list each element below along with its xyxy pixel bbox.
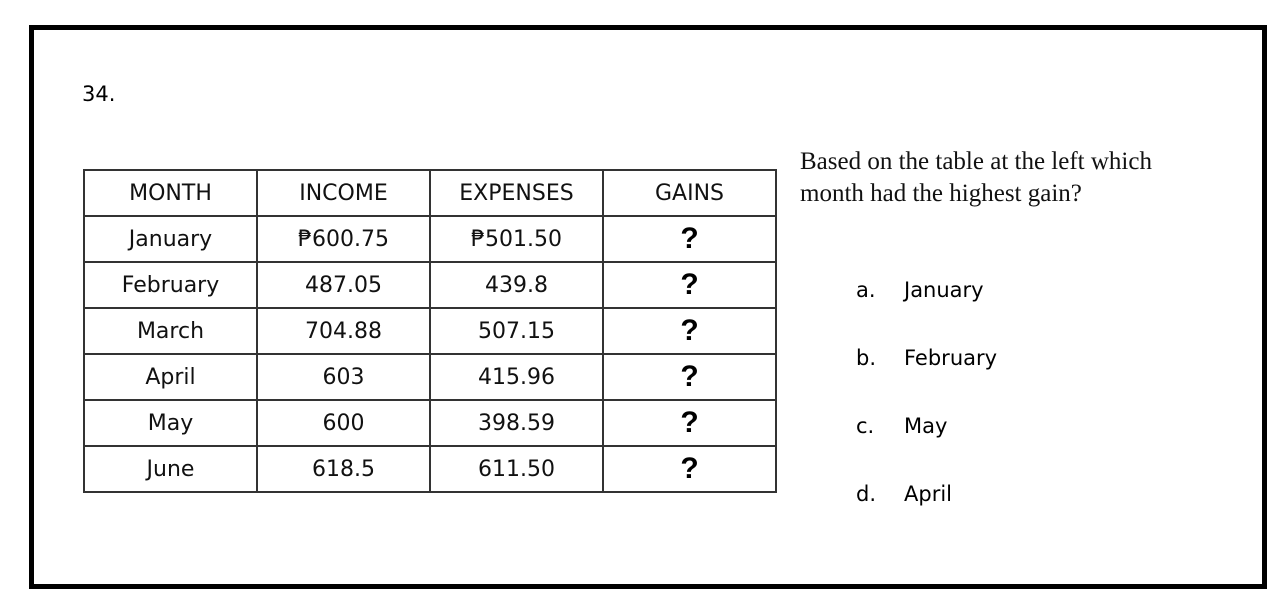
option-letter: b. [856, 346, 877, 370]
table-row: April 603 415.96 ? [83, 353, 777, 401]
cell-gains: ? [602, 353, 777, 401]
option-text: January [904, 278, 984, 302]
cell-month: May [83, 399, 258, 447]
table-row: February 487.05 439.8 ? [83, 261, 777, 309]
question-number: 34. [82, 82, 116, 106]
cell-month: April [83, 353, 258, 401]
table-row: May 600 398.59 ? [83, 399, 777, 447]
cell-expenses: 611.50 [429, 445, 604, 493]
option-letter: c. [856, 414, 875, 438]
table-row: March 704.88 507.15 ? [83, 307, 777, 355]
cell-month: February [83, 261, 258, 309]
cell-income: 487.05 [256, 261, 431, 309]
option-c[interactable]: c. May [856, 414, 947, 438]
option-text: April [904, 482, 952, 506]
cell-month: January [83, 215, 258, 263]
cell-gains: ? [602, 445, 777, 493]
option-a[interactable]: a. January [856, 278, 984, 302]
question-frame: 34. MONTH INCOME EXPENSES GAINS January … [29, 25, 1267, 589]
header-expenses: EXPENSES [429, 169, 604, 217]
option-letter: a. [856, 278, 876, 302]
option-letter: d. [856, 482, 877, 506]
option-b[interactable]: b. February [856, 346, 997, 370]
cell-income: 600 [256, 399, 431, 447]
option-d[interactable]: d. April [856, 482, 952, 506]
cell-income: 704.88 [256, 307, 431, 355]
cell-expenses: 439.8 [429, 261, 604, 309]
option-text: February [904, 346, 998, 370]
header-month: MONTH [83, 169, 258, 217]
cell-income: 618.5 [256, 445, 431, 493]
cell-expenses: 415.96 [429, 353, 604, 401]
cell-gains: ? [602, 399, 777, 447]
table-row: January ₱600.75 ₱501.50 ? [83, 215, 777, 263]
option-text: May [904, 414, 948, 438]
table-row: June 618.5 611.50 ? [83, 445, 777, 493]
question-text: Based on the table at the left which mon… [800, 148, 1152, 207]
cell-expenses: ₱501.50 [429, 215, 604, 263]
cell-month: March [83, 307, 258, 355]
header-gains: GAINS [602, 169, 777, 217]
cell-expenses: 398.59 [429, 399, 604, 447]
cell-gains: ? [602, 215, 777, 263]
cell-income: 603 [256, 353, 431, 401]
cell-gains: ? [602, 261, 777, 309]
cell-gains: ? [602, 307, 777, 355]
cell-expenses: 507.15 [429, 307, 604, 355]
cell-income: ₱600.75 [256, 215, 431, 263]
table-header-row: MONTH INCOME EXPENSES GAINS [83, 169, 777, 217]
cell-month: June [83, 445, 258, 493]
header-income: INCOME [256, 169, 431, 217]
data-table: MONTH INCOME EXPENSES GAINS January ₱600… [83, 169, 777, 493]
